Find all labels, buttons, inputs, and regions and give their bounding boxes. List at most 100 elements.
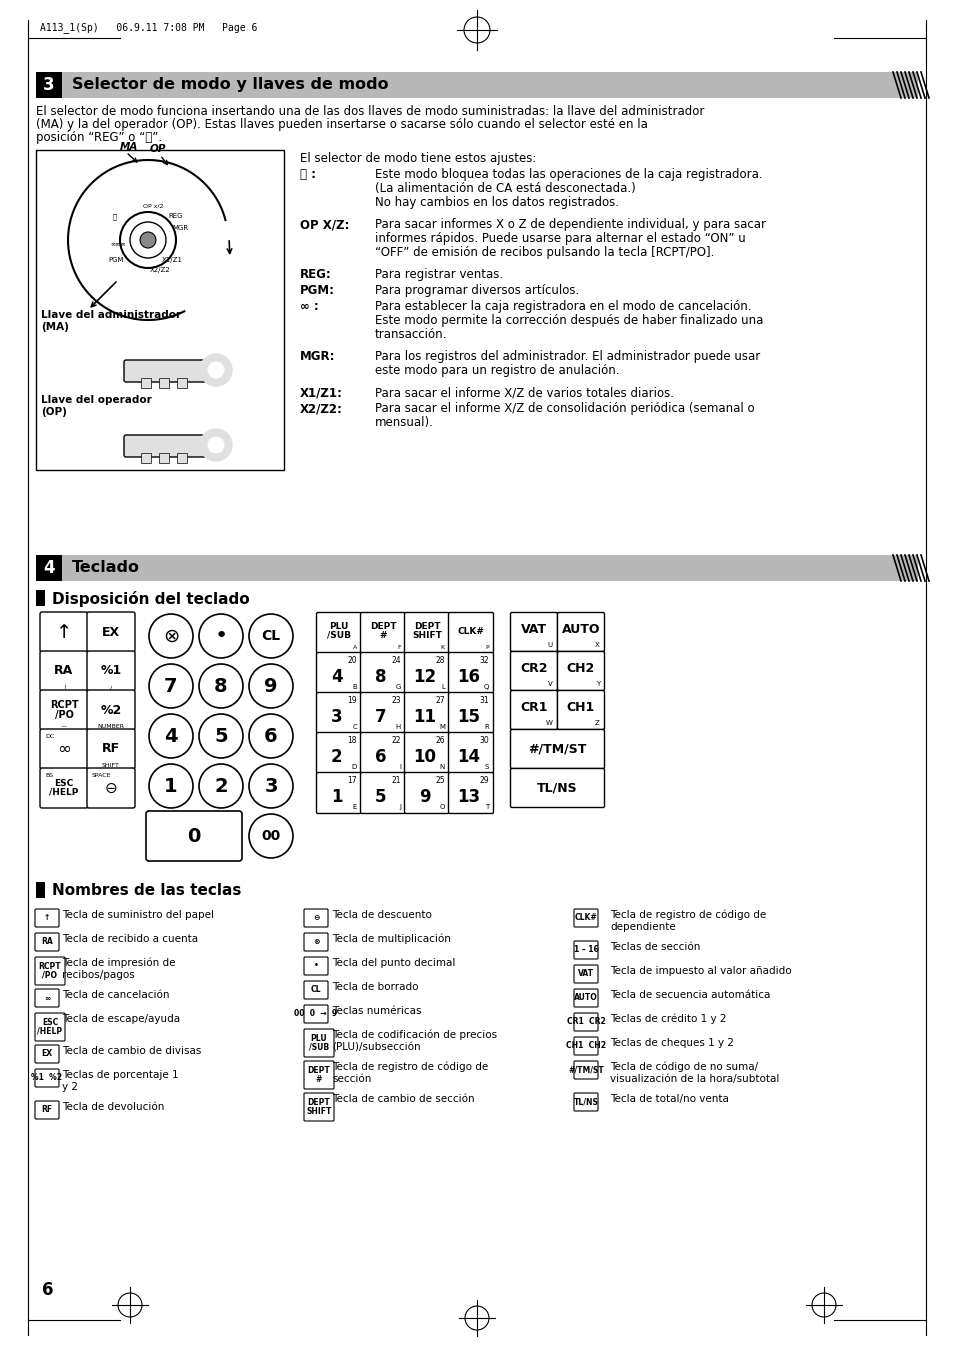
Text: P: P: [485, 644, 489, 650]
Bar: [36, 72, 917, 99]
FancyBboxPatch shape: [574, 1038, 598, 1055]
Text: ⊗: ⊗: [313, 938, 319, 947]
Text: 4: 4: [164, 727, 177, 746]
Text: El selector de modo funciona insertando una de las dos llaves de modo suministra: El selector de modo funciona insertando …: [36, 105, 703, 118]
Text: (PLU)/subsección: (PLU)/subsección: [332, 1042, 420, 1052]
Text: Tecla de descuento: Tecla de descuento: [332, 911, 432, 920]
Text: CLK#: CLK#: [457, 627, 484, 635]
Text: RA: RA: [41, 938, 52, 947]
FancyBboxPatch shape: [574, 909, 598, 927]
Text: MGR:: MGR:: [299, 350, 335, 363]
FancyBboxPatch shape: [404, 693, 449, 734]
Text: mensual).: mensual).: [375, 416, 434, 430]
Text: Tecla de total/no venta: Tecla de total/no venta: [609, 1094, 728, 1104]
Text: visualización de la hora/subtotal: visualización de la hora/subtotal: [609, 1074, 779, 1084]
Text: CL: CL: [261, 630, 280, 643]
Text: CR2: CR2: [519, 662, 547, 674]
Text: Tecla de impuesto al valor añadido: Tecla de impuesto al valor añadido: [609, 966, 791, 975]
FancyBboxPatch shape: [574, 989, 598, 1006]
Bar: [177, 453, 187, 463]
Text: 32: 32: [478, 657, 489, 665]
Text: Teclas de crédito 1 y 2: Teclas de crédito 1 y 2: [609, 1015, 726, 1024]
FancyBboxPatch shape: [304, 909, 328, 927]
FancyBboxPatch shape: [35, 989, 59, 1006]
Text: 6: 6: [42, 1281, 53, 1300]
Text: •: •: [314, 962, 318, 970]
Text: Tecla de devolución: Tecla de devolución: [62, 1102, 164, 1112]
FancyBboxPatch shape: [360, 732, 405, 774]
Text: Para establecer la caja registradora en el modo de cancelación.: Para establecer la caja registradora en …: [375, 300, 751, 313]
Text: DEPT
#: DEPT #: [307, 1066, 330, 1084]
Text: Para registrar ventas.: Para registrar ventas.: [375, 267, 502, 281]
Bar: [141, 453, 151, 463]
Text: #/TM/ST: #/TM/ST: [528, 743, 586, 755]
Text: Tecla de cambio de sección: Tecla de cambio de sección: [332, 1094, 475, 1104]
Text: B: B: [352, 684, 356, 690]
Text: 2: 2: [214, 777, 228, 796]
Text: CL: CL: [311, 985, 321, 994]
Text: Tecla de suministro del papel: Tecla de suministro del papel: [62, 911, 213, 920]
Text: I: I: [398, 765, 400, 770]
Text: %1  %2: %1 %2: [31, 1074, 63, 1082]
Text: DEPT
SHIFT: DEPT SHIFT: [412, 623, 441, 640]
Text: Tecla de codificación de precios: Tecla de codificación de precios: [332, 1029, 497, 1040]
FancyBboxPatch shape: [574, 965, 598, 984]
Text: 8: 8: [375, 667, 386, 686]
Text: O: O: [439, 804, 444, 811]
Text: Llave del operador: Llave del operador: [41, 394, 152, 405]
FancyBboxPatch shape: [360, 773, 405, 813]
FancyBboxPatch shape: [448, 773, 493, 813]
Text: 23: 23: [391, 696, 400, 705]
FancyBboxPatch shape: [35, 1046, 59, 1063]
Text: Tecla de escape/ayuda: Tecla de escape/ayuda: [62, 1015, 180, 1024]
Text: DC: DC: [45, 734, 54, 739]
Text: 6: 6: [264, 727, 277, 746]
Text: 13: 13: [456, 788, 480, 807]
Text: Este modo bloquea todas las operaciones de la caja registradora.: Este modo bloquea todas las operaciones …: [375, 168, 761, 181]
FancyBboxPatch shape: [124, 359, 208, 382]
FancyBboxPatch shape: [404, 732, 449, 774]
Text: Tecla de registro de código de: Tecla de registro de código de: [609, 911, 765, 920]
Text: ∞∞∞: ∞∞∞: [110, 240, 126, 246]
FancyBboxPatch shape: [316, 773, 361, 813]
Text: Este modo permite la corrección después de haber finalizado una: Este modo permite la corrección después …: [375, 313, 762, 327]
Text: PGM: PGM: [108, 257, 123, 263]
Text: Tecla de cambio de divisas: Tecla de cambio de divisas: [62, 1046, 201, 1056]
Text: informes rápidos. Puede usarse para alternar el estado “ON” u: informes rápidos. Puede usarse para alte…: [375, 232, 745, 245]
FancyBboxPatch shape: [316, 653, 361, 693]
Bar: [141, 378, 151, 388]
Text: Para sacar el informe X/Z de consolidación periódica (semanal o: Para sacar el informe X/Z de consolidaci…: [375, 403, 754, 415]
Text: RCPT
/PO: RCPT /PO: [39, 962, 61, 979]
Text: ∞: ∞: [44, 993, 51, 1002]
Text: 0: 0: [187, 827, 200, 846]
Text: DEPT
SHIFT: DEPT SHIFT: [306, 1098, 332, 1116]
Text: !: !: [63, 685, 65, 690]
FancyBboxPatch shape: [35, 934, 59, 951]
Text: R: R: [484, 724, 489, 730]
FancyBboxPatch shape: [316, 612, 361, 654]
Text: #/TM/ST: #/TM/ST: [568, 1066, 603, 1074]
FancyBboxPatch shape: [510, 651, 557, 690]
FancyBboxPatch shape: [557, 651, 604, 690]
FancyBboxPatch shape: [304, 957, 328, 975]
Bar: [36, 590, 45, 607]
Text: RCPT
/PO: RCPT /PO: [50, 700, 78, 720]
Text: F: F: [397, 644, 400, 650]
Text: MGR: MGR: [172, 226, 188, 231]
Text: Teclas numéricas: Teclas numéricas: [332, 1006, 421, 1016]
Text: 1: 1: [331, 788, 342, 807]
Text: NUMBER: NUMBER: [97, 724, 125, 730]
Text: Tecla de multiplicación: Tecla de multiplicación: [332, 934, 451, 944]
FancyBboxPatch shape: [510, 769, 604, 808]
Text: T: T: [484, 804, 489, 811]
Text: ESC
/HELP: ESC /HELP: [37, 1019, 63, 1036]
Text: Tecla del punto decimal: Tecla del punto decimal: [332, 958, 455, 969]
FancyBboxPatch shape: [448, 732, 493, 774]
Text: Para sacar el informe X/Z de varios totales diarios.: Para sacar el informe X/Z de varios tota…: [375, 386, 673, 399]
Text: W: W: [545, 720, 553, 725]
Text: X1/Z1:: X1/Z1:: [299, 386, 342, 399]
Text: ⊖: ⊖: [105, 781, 117, 796]
Text: Tecla de secuencia automática: Tecla de secuencia automática: [609, 990, 770, 1000]
FancyBboxPatch shape: [40, 690, 88, 730]
Text: U: U: [547, 642, 553, 648]
